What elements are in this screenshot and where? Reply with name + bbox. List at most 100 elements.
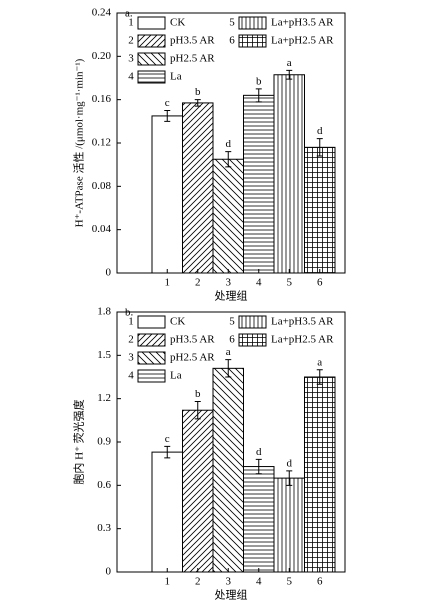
bar <box>273 74 305 274</box>
bar <box>151 115 183 274</box>
significance-letter: d <box>226 138 232 150</box>
y-tick-label: 0.16 <box>92 93 112 105</box>
legend-number: 3 <box>128 53 134 65</box>
legend-number: 6 <box>229 35 235 47</box>
x-axis-title: 处理组 <box>215 289 248 303</box>
legend-label: La+pH2.5 AR <box>271 35 334 47</box>
legend-label: La+pH3.5 AR <box>271 17 334 29</box>
x-tick-label: 4 <box>256 277 262 289</box>
bar <box>182 409 214 573</box>
error-bar <box>194 401 201 420</box>
x-tick-label: 6 <box>317 576 323 588</box>
significance-letter: d <box>287 457 293 469</box>
x-tick-label: 2 <box>195 576 201 588</box>
legend-number: 3 <box>128 352 134 364</box>
legend-swatch <box>137 70 166 84</box>
legend-label: CK <box>170 316 185 328</box>
legend-swatch <box>137 34 166 48</box>
legend-label: pH2.5 AR <box>170 352 215 364</box>
x-tick-label: 3 <box>226 576 232 588</box>
legend-swatch <box>137 16 166 30</box>
error-bar <box>194 99 201 107</box>
y-axis-title: H⁺-ATPase 活性 /(μmol·mg⁻¹·min⁻¹) <box>72 58 86 227</box>
error-bar <box>255 88 262 103</box>
error-bar <box>286 470 293 486</box>
legend-number: 4 <box>128 370 134 382</box>
legend-number: 2 <box>128 334 134 346</box>
y-tick-label: 0 <box>106 267 112 279</box>
y-tick-label: 0.08 <box>92 180 112 192</box>
significance-letter: a <box>287 57 292 69</box>
y-tick-label: 0.04 <box>92 223 112 235</box>
error-bar <box>255 458 262 475</box>
y-tick-label: 0.24 <box>92 7 112 19</box>
legend-swatch <box>137 351 166 365</box>
significance-letter: d <box>256 446 262 458</box>
bar <box>243 94 275 274</box>
bar <box>304 146 336 274</box>
legend-label: La <box>170 71 182 83</box>
significance-letter: b <box>195 86 201 98</box>
bar <box>151 451 183 573</box>
error-bar <box>164 110 171 122</box>
y-tick-label: 0 <box>106 566 112 578</box>
y-tick-label: 1.5 <box>97 349 111 361</box>
significance-letter: c <box>165 433 170 445</box>
legend-number: 5 <box>229 17 235 29</box>
error-bar <box>225 151 232 168</box>
x-tick-label: 1 <box>165 576 171 588</box>
y-tick-label: 0.9 <box>97 436 111 448</box>
legend-swatch <box>137 333 166 347</box>
x-tick-label: 6 <box>317 277 323 289</box>
legend-swatch <box>238 315 267 329</box>
legend-swatch <box>238 333 267 347</box>
legend-swatch <box>137 52 166 66</box>
x-tick-label: 1 <box>165 277 171 289</box>
error-bar <box>164 445 171 459</box>
significance-letter: c <box>165 97 170 109</box>
legend-number: 1 <box>128 316 134 328</box>
legend-number: 6 <box>229 334 235 346</box>
error-bar <box>286 69 293 80</box>
panel-label: a. <box>125 8 133 20</box>
legend-label: La+pH2.5 AR <box>271 334 334 346</box>
significance-letter: b <box>256 75 262 87</box>
x-tick-label: 5 <box>287 277 293 289</box>
significance-letter: b <box>195 388 201 400</box>
y-tick-label: 0.6 <box>97 479 111 491</box>
bar <box>212 158 244 274</box>
bar <box>243 466 275 573</box>
legend-label: La <box>170 370 182 382</box>
significance-letter: a <box>226 346 231 358</box>
legend-number: 1 <box>128 17 134 29</box>
legend-label: pH3.5 AR <box>170 35 215 47</box>
y-tick-label: 1.2 <box>97 392 111 404</box>
error-bar <box>225 359 232 378</box>
bar <box>182 102 214 274</box>
legend-swatch <box>238 16 267 30</box>
y-tick-label: 0.12 <box>92 137 111 149</box>
legend-number: 2 <box>128 35 134 47</box>
legend-label: CK <box>170 17 185 29</box>
y-tick-label: 0.20 <box>92 50 112 62</box>
significance-letter: d <box>317 125 323 137</box>
x-tick-label: 3 <box>226 277 232 289</box>
bar <box>212 367 244 573</box>
bar <box>304 376 336 573</box>
x-tick-label: 4 <box>256 576 262 588</box>
panel-label: b. <box>125 307 134 319</box>
y-axis-title: 胞内 H⁺ 荧光强度 <box>72 399 86 484</box>
x-axis-title: 处理组 <box>215 588 248 602</box>
legend-number: 5 <box>229 316 235 328</box>
legend-label: La+pH3.5 AR <box>271 316 334 328</box>
x-tick-label: 5 <box>287 576 293 588</box>
bar <box>273 477 305 573</box>
legend-label: pH2.5 AR <box>170 53 215 65</box>
error-bar <box>316 138 323 157</box>
legend-swatch <box>137 315 166 329</box>
x-tick-label: 2 <box>195 277 201 289</box>
legend-swatch <box>238 34 267 48</box>
legend-number: 4 <box>128 71 134 83</box>
legend-label: pH3.5 AR <box>170 334 215 346</box>
